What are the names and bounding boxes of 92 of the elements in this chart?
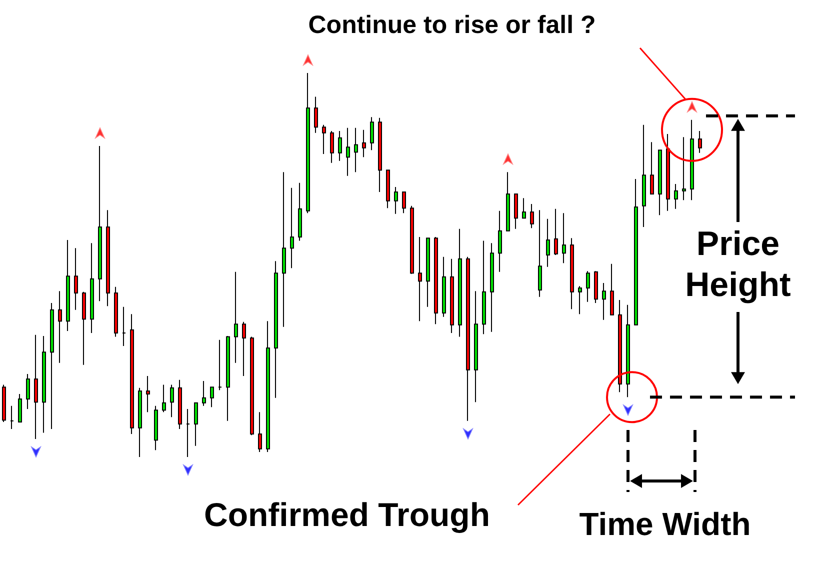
candlestick [58,290,62,364]
candlestick [434,236,438,325]
candlestick [410,205,414,274]
candlestick [602,282,606,320]
candlestick [682,136,686,201]
candlestick [274,260,278,398]
candlestick [122,306,126,347]
candlestick [202,380,206,406]
candlestick [394,186,398,214]
candlestick [258,412,262,453]
candlestick [194,402,198,446]
candlestick [674,183,678,210]
candlestick [98,145,102,302]
candlestick [570,238,574,310]
candlestick [10,405,14,430]
candlestick [522,198,526,219]
candlestick [322,124,326,155]
candlestick [666,134,670,212]
candlestick [266,320,270,453]
candlestick [506,172,510,232]
candlestick [554,208,558,256]
candlestick [594,270,598,304]
candlestick [386,170,390,209]
candlestick [106,210,110,307]
candlestick [402,192,406,214]
text: Confirmed Trough [204,495,490,535]
candlestick [642,124,646,228]
candlestick [458,228,462,338]
candlestick [34,334,38,440]
candlestick [650,142,654,194]
candlestick [2,384,6,423]
candlestick [90,242,94,334]
candlestick [690,119,694,201]
candlestick [298,182,302,242]
candlestick [50,302,54,430]
candlestick [578,286,582,315]
candlestick [562,212,566,264]
candlestick [234,271,238,364]
candlestick [490,242,494,332]
candlestick [178,379,182,430]
candlestick [378,117,382,193]
candlestick [18,394,22,423]
candlestick [338,130,342,162]
candlestick [218,339,222,391]
candlestick [186,408,190,458]
candlestick [482,240,486,335]
candlestick [658,150,662,216]
candlestick [426,238,430,308]
candlestick [418,236,422,322]
candlestick [698,130,702,154]
candlestick [514,193,518,230]
candlestick [474,290,478,403]
candlestick [546,218,550,268]
candlestick [634,178,638,326]
candlestick [362,129,366,158]
candlestick [626,304,630,398]
candlestick [66,240,70,332]
candlestick [290,187,294,269]
candlestick [314,96,318,134]
candlestick [618,299,622,393]
candlestick [442,256,446,318]
candlestick [130,314,134,434]
text: Continue to rise or fall ? [308,10,596,40]
candlestick [498,210,502,272]
candlestick [250,336,254,436]
candlestick [226,336,230,422]
candlestick [162,384,166,413]
candlestick [282,172,286,328]
candlestick [586,270,590,302]
candlestick [450,258,454,334]
candlestick [82,291,86,366]
candlestick [210,386,214,408]
candlestick [346,127,350,176]
candlestick [330,130,334,164]
candlestick [530,203,534,229]
candlestick [146,375,150,413]
candlestick [74,248,78,310]
text: Time Width [579,505,751,544]
candlestick [538,210,542,298]
candlestick [354,127,358,173]
candlestick [138,387,142,458]
candlestick [610,263,614,316]
candlestick [26,374,30,410]
candlestick [466,256,470,422]
annotation: Price Height [684,224,792,306]
candlestick [370,116,374,151]
candlestick [306,72,310,214]
candlestick [242,321,246,376]
candlestick [42,336,46,434]
candlestick [170,384,174,418]
candlestick [154,405,158,451]
candlestick [114,286,118,338]
